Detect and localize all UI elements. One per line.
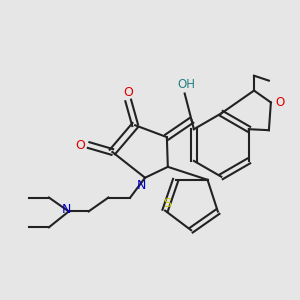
Text: S: S bbox=[163, 197, 171, 210]
Text: N: N bbox=[136, 179, 146, 192]
Text: O: O bbox=[275, 96, 284, 109]
Text: O: O bbox=[123, 86, 133, 99]
Text: N: N bbox=[62, 203, 71, 216]
Text: OH: OH bbox=[178, 78, 196, 91]
Text: O: O bbox=[76, 139, 85, 152]
